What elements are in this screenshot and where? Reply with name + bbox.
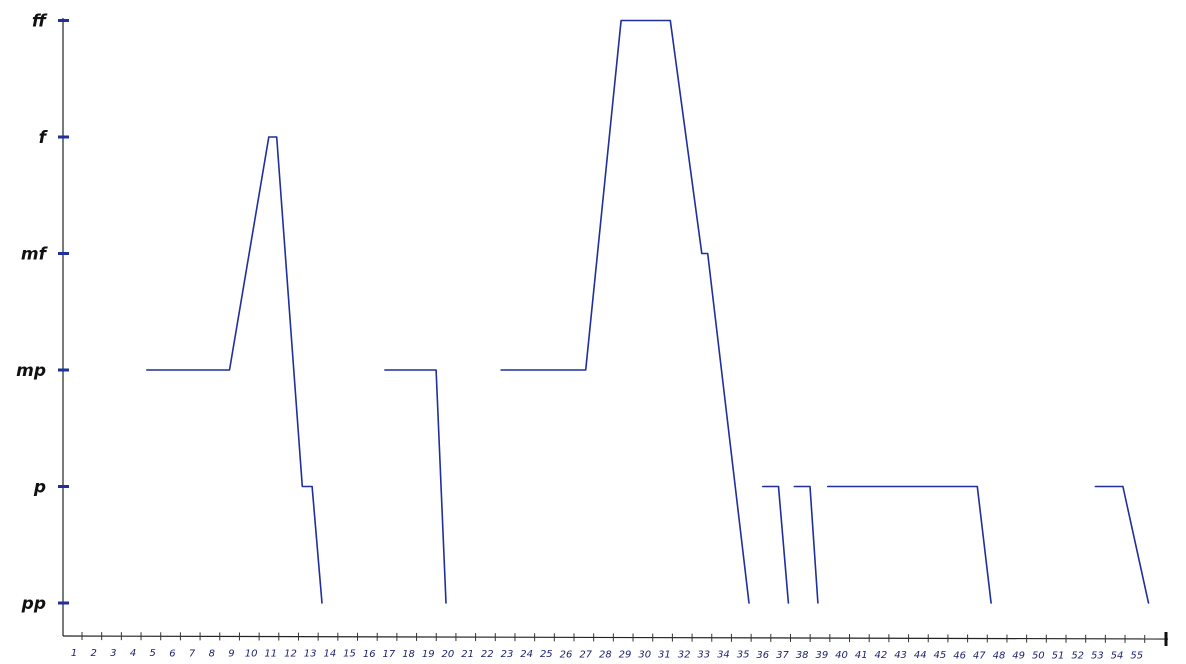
- series-line-1: [146, 136, 323, 604]
- x-label-50: 50: [1032, 650, 1045, 661]
- x-label-21: 21: [461, 649, 474, 660]
- x-label-30: 30: [638, 649, 651, 660]
- x-label-53: 53: [1091, 651, 1104, 662]
- x-label-44: 44: [914, 650, 927, 661]
- x-label-24: 24: [520, 649, 533, 660]
- x-label-25: 25: [540, 649, 553, 660]
- x-label-13: 13: [304, 649, 317, 660]
- series-line-5: [793, 485, 819, 604]
- x-label-18: 18: [402, 649, 415, 660]
- x-label-16: 16: [363, 649, 376, 660]
- x-label-23: 23: [501, 649, 514, 660]
- x-label-28: 28: [599, 649, 612, 660]
- x-label-48: 48: [993, 650, 1006, 661]
- series-group: [146, 19, 1150, 604]
- series-line-2: [384, 369, 447, 604]
- x-label-8: 8: [209, 648, 215, 659]
- y-label-f: f: [39, 128, 49, 148]
- x-label-19: 19: [422, 649, 435, 660]
- y-label-pp: pp: [21, 594, 46, 614]
- x-label-34: 34: [717, 650, 730, 661]
- x-label-5: 5: [150, 648, 156, 659]
- x-label-26: 26: [560, 649, 573, 660]
- x-label-32: 32: [678, 650, 691, 661]
- x-label-41: 41: [855, 650, 868, 661]
- y-label-mp: mp: [16, 361, 46, 381]
- x-label-22: 22: [481, 649, 494, 660]
- x-label-37: 37: [776, 650, 789, 661]
- x-label-49: 49: [1012, 650, 1025, 661]
- x-label-6: 6: [169, 648, 175, 659]
- x-label-10: 10: [245, 648, 258, 659]
- x-label-35: 35: [737, 650, 750, 661]
- x-label-12: 12: [284, 649, 297, 660]
- x-label-45: 45: [934, 650, 947, 661]
- series-line-4: [761, 485, 790, 604]
- series-line-6: [826, 485, 992, 604]
- y-label-p: p: [33, 478, 46, 498]
- x-label-51: 51: [1052, 651, 1065, 662]
- x-label-43: 43: [894, 650, 907, 661]
- x-label-47: 47: [973, 650, 986, 661]
- x-ticks: 1 2 3 4 5 6 7 8 9 10 11 12 13 14 15 16 17 18 19 20 21 22 23 24 2…: [71, 632, 1168, 662]
- x-label-2: 2: [90, 648, 96, 659]
- x-label-54: 54: [1111, 651, 1124, 662]
- y-label-mf: mf: [21, 245, 49, 265]
- x-label-1: 1: [71, 648, 77, 659]
- x-label-38: 38: [796, 650, 809, 661]
- x-label-40: 40: [835, 650, 848, 661]
- x-label-11: 11: [264, 649, 277, 660]
- x-label-42: 42: [875, 650, 888, 661]
- x-label-55: 55: [1130, 651, 1143, 662]
- x-label-27: 27: [579, 649, 592, 660]
- series-line-7: [1094, 485, 1150, 604]
- x-label-39: 39: [815, 650, 828, 661]
- x-label-29: 29: [619, 649, 632, 660]
- x-label-4: 4: [130, 648, 136, 659]
- x-label-3: 3: [110, 648, 116, 659]
- x-label-52: 52: [1071, 651, 1084, 662]
- x-label-36: 36: [756, 650, 769, 661]
- y-label-ff: ff: [32, 12, 48, 32]
- x-label-14: 14: [323, 649, 336, 660]
- x-label-9: 9: [228, 648, 234, 659]
- x-label-7: 7: [189, 648, 196, 659]
- x-label-33: 33: [697, 650, 710, 661]
- x-label-17: 17: [383, 649, 396, 660]
- x-axis: [62, 635, 1169, 640]
- x-label-31: 31: [658, 650, 671, 661]
- x-label-46: 46: [953, 650, 966, 661]
- x-label-20: 20: [442, 649, 455, 660]
- series-line-3: [500, 19, 750, 604]
- x-label-15: 15: [343, 649, 356, 660]
